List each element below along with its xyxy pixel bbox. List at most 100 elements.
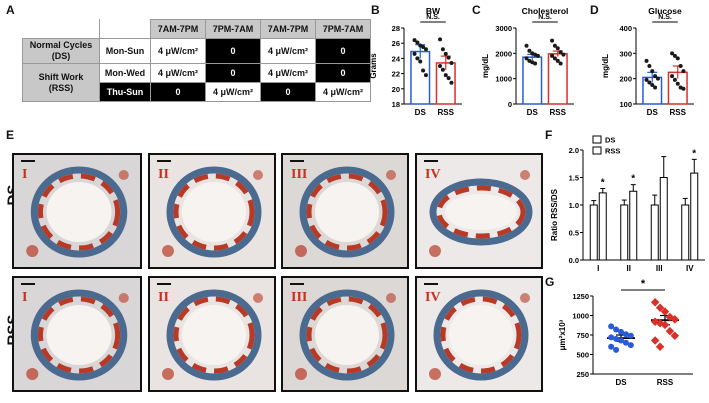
group-label-ds: Normal Cycles (DS) xyxy=(22,38,100,64)
data-point xyxy=(555,46,560,51)
data-point xyxy=(608,334,615,341)
y-tick-label: 300 xyxy=(619,49,632,58)
y-tick-label: 750 xyxy=(576,331,589,340)
y-axis-label: Ratio RSS/DS xyxy=(550,188,559,241)
data-point xyxy=(644,77,649,82)
y-tick-label: 22 xyxy=(392,70,400,79)
section-label: IV xyxy=(425,290,441,305)
chart-title: BW xyxy=(426,6,441,16)
data-point xyxy=(527,48,532,53)
data-point xyxy=(558,61,563,66)
bar xyxy=(620,204,629,261)
panel-letter-b: B xyxy=(371,3,380,17)
y-tick-label: 1250 xyxy=(572,292,589,301)
data-point xyxy=(613,326,620,333)
bar xyxy=(681,204,690,261)
bar xyxy=(650,204,659,261)
data-point xyxy=(561,52,566,57)
scale-bar xyxy=(424,283,438,285)
header-cell: 7PM-7AM xyxy=(205,19,261,39)
data-point xyxy=(446,55,451,60)
scale-bar xyxy=(290,160,304,162)
data-point xyxy=(412,51,417,56)
section-label: III xyxy=(291,290,308,305)
y-axis-label: μm²x10³ xyxy=(558,319,567,350)
chart-glucose: Glucose 100 200 300 400 mg/dL DS RSS N.S. xyxy=(601,6,694,117)
data-point xyxy=(608,343,615,350)
header-cell: 7AM-7PM xyxy=(260,19,316,39)
section-label: II xyxy=(158,290,169,305)
y-tick-label: 1000 xyxy=(572,312,589,321)
legend-label: RSS xyxy=(605,147,620,156)
x-tick-label: RSS xyxy=(657,378,674,387)
data-point xyxy=(438,37,443,42)
days-cell: Thu-Sun xyxy=(99,82,151,102)
data-point xyxy=(647,80,652,85)
data-point xyxy=(678,64,683,68)
panel-letter-a: A xyxy=(6,3,15,17)
y-tick-label: 3000 xyxy=(495,24,512,33)
light-schedule-table: 7AM-7PM 7PM-7AM 7AM-7PM 7PM-7AM Normal C… xyxy=(22,19,371,102)
chart-area: 250 500 750 1000 1250 μm²x10³ DS RSS * xyxy=(558,278,693,387)
bar xyxy=(410,50,431,105)
data-point xyxy=(670,51,675,56)
group-label-rss: Shift Work (RSS) xyxy=(22,63,100,102)
data-point xyxy=(627,342,634,349)
y-tick-label: 1.0 xyxy=(569,201,579,210)
y-tick-label: 1000 xyxy=(495,75,512,84)
schedule-cell: 0 xyxy=(315,63,371,83)
data-point xyxy=(550,38,555,43)
data-point xyxy=(655,342,665,351)
chart-title: Cholesterol xyxy=(522,6,569,16)
data-point xyxy=(681,86,686,91)
micrograph: I xyxy=(12,276,142,392)
micrograph: II xyxy=(148,276,276,392)
data-point xyxy=(558,50,563,55)
y-tick-label: 500 xyxy=(576,351,589,360)
panel-letter-g: G xyxy=(545,275,555,289)
scale-bar xyxy=(157,283,171,285)
data-point xyxy=(443,51,448,56)
bar xyxy=(598,192,607,261)
data-point xyxy=(670,74,675,79)
data-point xyxy=(650,336,660,345)
data-point xyxy=(613,346,620,353)
y-tick-label: 28 xyxy=(392,24,400,33)
data-point xyxy=(627,332,634,339)
data-point xyxy=(672,53,677,58)
significance-label: N.S. xyxy=(426,14,440,21)
legend-label: DS xyxy=(605,136,615,145)
y-axis-label: mg/dL xyxy=(481,54,490,78)
scale-bar xyxy=(424,160,438,162)
data-point xyxy=(443,73,448,78)
schedule-cell: 4 μW/cm² xyxy=(150,38,206,64)
data-point xyxy=(655,76,660,81)
section-label: III xyxy=(291,167,308,182)
schedule-cell: 0 xyxy=(315,38,371,64)
data-point xyxy=(440,47,445,52)
schedule-cell: 4 μW/cm² xyxy=(205,82,261,102)
micrograph: I xyxy=(12,153,142,269)
data-point xyxy=(613,335,620,342)
y-tick-label: 20 xyxy=(392,85,400,94)
schedule-cell: 0 xyxy=(260,82,316,102)
data-point xyxy=(421,68,426,73)
schedule-cell: 4 μW/cm² xyxy=(260,63,316,83)
y-tick-label: 200 xyxy=(619,75,632,84)
bar xyxy=(659,177,668,261)
y-tick-label: 400 xyxy=(619,24,632,33)
significance-label: N.S. xyxy=(538,14,552,21)
x-tick-label: DS xyxy=(527,108,539,117)
data-point xyxy=(412,38,417,43)
significance-label: N.S. xyxy=(658,14,672,21)
data-point xyxy=(672,77,677,82)
x-tick-label: RSS xyxy=(438,108,455,117)
data-point xyxy=(446,76,451,81)
data-point xyxy=(415,56,420,61)
y-axis-label: Grams xyxy=(369,53,378,79)
data-point xyxy=(650,297,660,307)
section-label: I xyxy=(22,167,28,182)
x-tick-label: RSS xyxy=(550,108,567,117)
y-tick-label: 250 xyxy=(576,370,589,379)
data-point xyxy=(438,64,443,68)
